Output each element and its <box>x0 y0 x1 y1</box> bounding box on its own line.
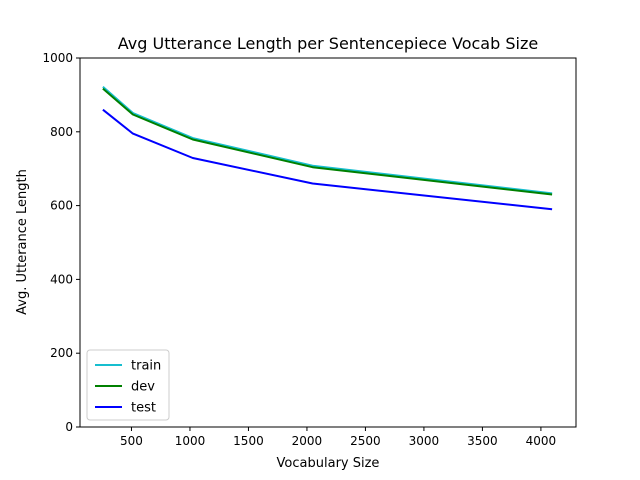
x-tick-label: 4000 <box>526 434 557 448</box>
y-tick-label: 1000 <box>42 51 73 65</box>
legend-label-test: test <box>131 401 156 416</box>
x-tick-label: 1500 <box>233 434 264 448</box>
x-tick-label: 3000 <box>409 434 440 448</box>
y-axis-title: Avg. Utterance Length <box>15 169 30 315</box>
y-tick-label: 200 <box>50 346 73 360</box>
y-tick-label: 600 <box>50 199 73 213</box>
x-tick-label: 1000 <box>175 434 206 448</box>
y-tick-label: 800 <box>50 125 73 139</box>
y-tick-label: 400 <box>50 272 73 286</box>
x-tick-label: 500 <box>120 434 143 448</box>
x-tick-label: 2000 <box>292 434 323 448</box>
x-tick-label: 3500 <box>467 434 498 448</box>
legend: train dev test <box>87 350 169 420</box>
legend-label-train: train <box>131 359 161 374</box>
chart-title: Avg Utterance Length per Sentencepiece V… <box>118 34 538 53</box>
x-tick-label: 2500 <box>350 434 381 448</box>
y-tick-label: 0 <box>65 420 73 434</box>
legend-label-dev: dev <box>131 380 155 395</box>
x-axis-title: Vocabulary Size <box>277 456 380 471</box>
